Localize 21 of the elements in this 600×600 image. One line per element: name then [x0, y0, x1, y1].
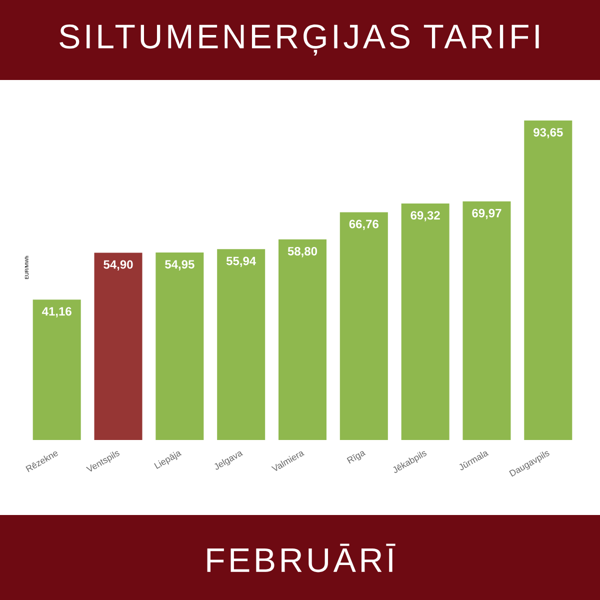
data-label: 69,32	[410, 211, 440, 222]
data-label: 93,65	[534, 128, 563, 138]
bar	[462, 201, 511, 440]
x-tick-label: Rīga	[346, 451, 366, 464]
chart-title: SILTUMENERĢIJAS TARIFI	[60, 24, 539, 56]
data-label: 55,94	[226, 256, 256, 267]
bar	[32, 300, 81, 440]
bar	[156, 252, 204, 440]
bar	[524, 120, 572, 440]
data-label: 54,95	[165, 260, 194, 270]
bar	[340, 212, 388, 440]
text: FEBRUĀRĪ	[207, 544, 396, 572]
bar	[401, 204, 450, 440]
data-label: 41,16	[42, 307, 72, 318]
bar	[278, 239, 326, 440]
data-label: 58,80	[288, 246, 318, 258]
data-label: 54,90	[104, 260, 133, 270]
bar	[217, 249, 266, 440]
data-label: 66,76	[349, 220, 378, 230]
bar	[94, 252, 142, 440]
data-label: 69,97	[472, 208, 502, 220]
